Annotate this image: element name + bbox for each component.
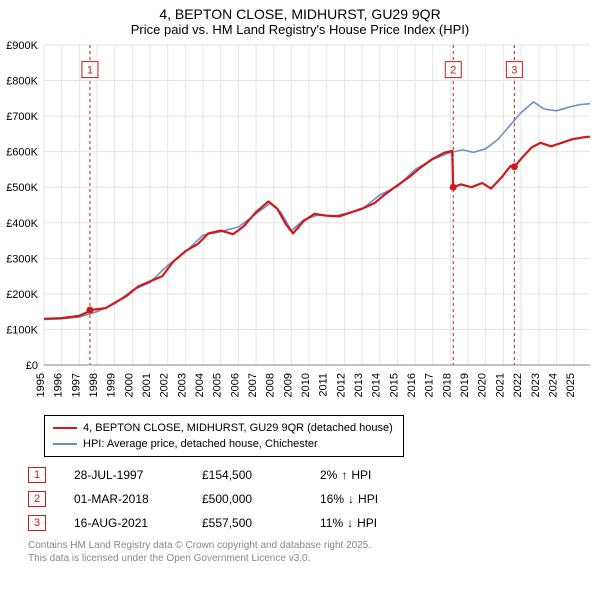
svg-text:£500K: £500K	[6, 182, 38, 194]
svg-text:2: 2	[450, 65, 456, 77]
svg-text:2010: 2010	[300, 373, 312, 397]
svg-text:2024: 2024	[547, 373, 559, 397]
svg-text:1996: 1996	[53, 373, 65, 397]
legend-swatch-price	[53, 427, 77, 430]
footer: Contains HM Land Registry data © Crown c…	[28, 539, 600, 565]
legend-row-price: 4, BEPTON CLOSE, MIDHURST, GU29 9QR (det…	[53, 420, 393, 436]
event-row: 2 01-MAR-2018 £500,000 16% ↓ HPI	[28, 491, 600, 507]
svg-text:3: 3	[511, 65, 517, 77]
event-badge: 3	[28, 515, 46, 531]
svg-text:2005: 2005	[212, 373, 224, 397]
svg-text:2001: 2001	[141, 373, 153, 397]
svg-text:2013: 2013	[353, 373, 365, 397]
svg-text:2016: 2016	[406, 373, 418, 397]
svg-text:2002: 2002	[159, 373, 171, 397]
event-row: 3 16-AUG-2021 £557,500 11% ↓ HPI	[28, 515, 600, 531]
arrow-up-icon: ↑	[341, 468, 347, 482]
svg-text:2012: 2012	[335, 373, 347, 397]
title-subtitle: Price paid vs. HM Land Registry's House …	[0, 22, 600, 37]
svg-text:2025: 2025	[565, 373, 577, 397]
svg-text:2017: 2017	[424, 373, 436, 397]
svg-text:£100K: £100K	[6, 324, 38, 336]
svg-text:£300K: £300K	[6, 253, 38, 265]
title-block: 4, BEPTON CLOSE, MIDHURST, GU29 9QR Pric…	[0, 0, 600, 39]
event-date: 28-JUL-1997	[74, 468, 174, 482]
svg-text:2021: 2021	[494, 373, 506, 397]
svg-text:£600K: £600K	[6, 147, 38, 159]
chart-container: 4, BEPTON CLOSE, MIDHURST, GU29 9QR Pric…	[0, 0, 600, 565]
svg-text:1999: 1999	[106, 373, 118, 397]
event-date: 16-AUG-2021	[74, 516, 174, 530]
svg-text:2009: 2009	[282, 373, 294, 397]
event-badge: 2	[28, 491, 46, 507]
legend-swatch-hpi	[53, 443, 77, 446]
footer-line1: Contains HM Land Registry data © Crown c…	[28, 539, 600, 552]
events-table: 1 28-JUL-1997 £154,500 2% ↑ HPI 2 01-MAR…	[28, 467, 600, 531]
event-price: £154,500	[202, 468, 292, 482]
svg-text:2018: 2018	[441, 373, 453, 397]
svg-text:1997: 1997	[70, 373, 82, 397]
title-address: 4, BEPTON CLOSE, MIDHURST, GU29 9QR	[0, 6, 600, 22]
svg-text:£700K: £700K	[6, 111, 38, 123]
svg-text:2008: 2008	[265, 373, 277, 397]
arrow-down-icon: ↓	[348, 492, 354, 506]
legend: 4, BEPTON CLOSE, MIDHURST, GU29 9QR (det…	[44, 415, 404, 457]
svg-text:£0: £0	[26, 360, 38, 372]
svg-text:2000: 2000	[123, 373, 135, 397]
svg-text:£200K: £200K	[6, 289, 38, 301]
event-pct: 11% ↓ HPI	[320, 516, 377, 530]
svg-text:1998: 1998	[88, 373, 100, 397]
svg-text:2015: 2015	[388, 373, 400, 397]
arrow-down-icon: ↓	[347, 516, 353, 530]
event-price: £557,500	[202, 516, 292, 530]
svg-text:2006: 2006	[229, 373, 241, 397]
svg-text:2014: 2014	[371, 373, 383, 397]
event-row: 1 28-JUL-1997 £154,500 2% ↑ HPI	[28, 467, 600, 483]
svg-text:2011: 2011	[318, 373, 330, 397]
event-date: 01-MAR-2018	[74, 492, 174, 506]
legend-row-hpi: HPI: Average price, detached house, Chic…	[53, 436, 393, 452]
footer-line2: This data is licensed under the Open Gov…	[28, 552, 600, 565]
event-badge: 1	[28, 467, 46, 483]
svg-text:2004: 2004	[194, 373, 206, 397]
event-pct: 2% ↑ HPI	[320, 468, 371, 482]
svg-text:1: 1	[87, 65, 93, 77]
svg-text:2023: 2023	[530, 373, 542, 397]
event-price: £500,000	[202, 492, 292, 506]
event-pct: 16% ↓ HPI	[320, 492, 378, 506]
legend-label-price: 4, BEPTON CLOSE, MIDHURST, GU29 9QR (det…	[83, 420, 393, 436]
chart-svg: £0 £100K £200K £300K £400K £500K £600K £700K £80…	[0, 39, 600, 409]
svg-text:£900K: £900K	[6, 40, 38, 52]
svg-text:£400K: £400K	[6, 218, 38, 230]
chart-plot: £0 £100K £200K £300K £400K £500K £600K £700K £80…	[0, 39, 600, 409]
svg-text:2003: 2003	[176, 373, 188, 397]
svg-text:£800K: £800K	[6, 76, 38, 88]
legend-label-hpi: HPI: Average price, detached house, Chic…	[83, 436, 318, 452]
svg-text:1995: 1995	[35, 373, 47, 397]
svg-text:2019: 2019	[459, 373, 471, 397]
svg-text:2020: 2020	[477, 373, 489, 397]
svg-text:2022: 2022	[512, 373, 524, 397]
svg-text:2007: 2007	[247, 373, 259, 397]
